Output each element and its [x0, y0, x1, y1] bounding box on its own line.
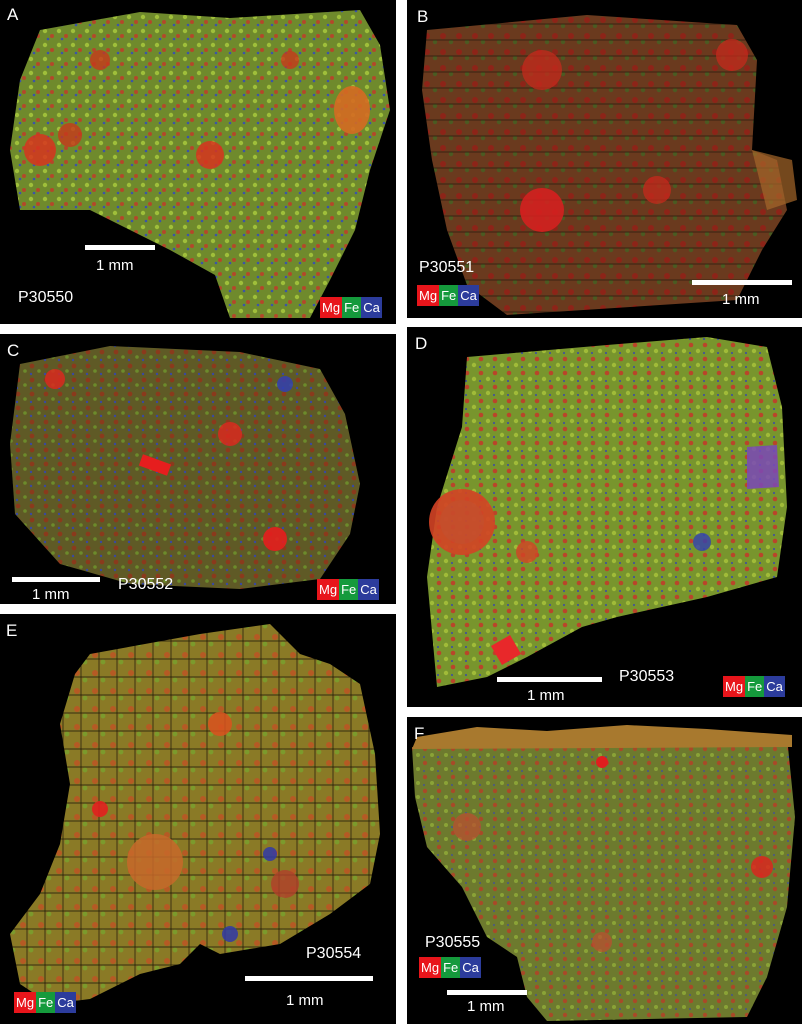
scale-bar [497, 677, 602, 682]
panel-a: A 1 mm P30550 Mg Fe Ca [0, 0, 396, 324]
legend-mg: Mg [317, 579, 340, 600]
scale-bar-label: 1 mm [722, 291, 760, 308]
scale-bar-label: 1 mm [527, 687, 565, 704]
scale-bar-label: 1 mm [467, 998, 505, 1015]
panel-label: F [414, 724, 425, 743]
element-legend: Mg Fe Ca [14, 992, 76, 1013]
element-legend: Mg Fe Ca [723, 676, 785, 697]
element-legend: Mg Fe Ca [317, 579, 379, 600]
legend-fe: Fe [439, 285, 459, 306]
legend-fe: Fe [342, 297, 362, 318]
scale-bar [447, 990, 527, 995]
panel-label: D [415, 334, 428, 353]
panel-label: B [417, 7, 429, 26]
legend-fe: Fe [339, 579, 359, 600]
panel-d: D 1 mm P30553 Mg Fe Ca [407, 327, 802, 707]
legend-fe: Fe [745, 676, 765, 697]
element-map-image [10, 624, 380, 1004]
element-map-image [427, 337, 787, 687]
legend-fe: Fe [36, 992, 56, 1013]
scale-bar-label: 1 mm [32, 586, 70, 603]
element-legend: Mg Fe Ca [417, 285, 479, 306]
legend-ca: Ca [460, 957, 481, 978]
panel-e: E P30554 1 mm Mg Fe Ca [0, 614, 396, 1024]
panel-label: C [7, 341, 20, 360]
legend-fe: Fe [441, 957, 461, 978]
scale-bar [12, 577, 100, 582]
sample-id: P30554 [306, 945, 362, 962]
sample-id: P30552 [118, 576, 174, 593]
legend-ca: Ca [361, 297, 382, 318]
panel-b: B P30551 Mg Fe Ca 1 mm [407, 0, 802, 318]
element-map-image [10, 10, 390, 318]
element-map-image [412, 725, 795, 1021]
legend-mg: Mg [417, 285, 440, 306]
sample-id: P30550 [18, 289, 74, 306]
sample-id: P30551 [419, 259, 475, 276]
sample-id: P30553 [619, 668, 675, 685]
legend-mg: Mg [320, 297, 343, 318]
legend-ca: Ca [764, 676, 785, 697]
legend-ca: Ca [55, 992, 76, 1013]
scale-bar [245, 976, 373, 981]
scale-bar [692, 280, 792, 285]
panel-label: E [6, 621, 18, 640]
element-legend: Mg Fe Ca [419, 957, 481, 978]
scale-bar-label: 1 mm [286, 992, 324, 1009]
element-legend: Mg Fe Ca [320, 297, 382, 318]
panel-label: A [7, 5, 19, 24]
scale-bar [85, 245, 155, 250]
legend-ca: Ca [458, 285, 479, 306]
legend-ca: Ca [358, 579, 379, 600]
panel-f: F P30555 Mg Fe Ca 1 mm [407, 717, 802, 1024]
panel-c: C 1 mm P30552 Mg Fe Ca [0, 334, 396, 604]
sample-id: P30555 [425, 934, 481, 951]
scale-bar-label: 1 mm [96, 257, 134, 274]
element-map-image [10, 346, 360, 589]
legend-mg: Mg [723, 676, 746, 697]
legend-mg: Mg [419, 957, 442, 978]
legend-mg: Mg [14, 992, 37, 1013]
element-map-image [422, 15, 797, 315]
